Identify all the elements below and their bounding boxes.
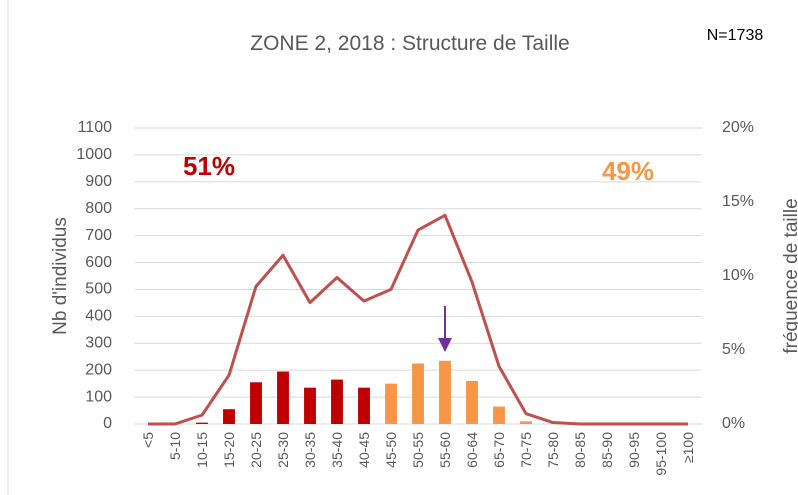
bar — [520, 421, 532, 424]
y-axis-label: Nb d'individus — [50, 217, 71, 335]
y-tick-label: 600 — [85, 254, 112, 271]
x-tick-label: 20-25 — [248, 432, 264, 468]
y-tick-label: 200 — [85, 361, 112, 378]
y2-tick-label: 0% — [722, 415, 745, 432]
y-tick-label: 500 — [85, 281, 112, 298]
y-tick-label: 400 — [85, 308, 112, 325]
x-tick-label: 15-20 — [221, 432, 237, 468]
y-tick-label: 0 — [103, 415, 112, 432]
y-tick-label: 700 — [85, 227, 112, 244]
x-tick-label: 5-10 — [167, 432, 183, 460]
bar — [277, 371, 289, 424]
bar — [493, 406, 505, 424]
arrow — [438, 306, 452, 352]
annotation: N=1738 — [707, 27, 764, 44]
y-tick-label: 1000 — [76, 146, 112, 163]
y2-tick-label: 15% — [722, 193, 754, 210]
x-tick-label: 10-15 — [194, 432, 210, 468]
bar — [331, 379, 343, 424]
x-tick-label: 95-100 — [653, 432, 669, 476]
annotation: 49% — [602, 156, 654, 186]
x-tick-label: 45-50 — [383, 432, 399, 468]
y-tick-label: 100 — [85, 388, 112, 405]
y2-tick-label: 20% — [722, 119, 754, 136]
bar — [250, 382, 262, 424]
y2-tick-label: 10% — [722, 267, 754, 284]
bar — [412, 363, 424, 424]
x-tick-label: 85-90 — [599, 432, 615, 468]
x-tick-label: 30-35 — [302, 432, 318, 468]
line — [148, 213, 688, 426]
x-tick-label: 75-80 — [545, 432, 561, 468]
bar — [223, 409, 235, 424]
x-tick-label: 65-70 — [491, 432, 507, 468]
x-tick-label: 40-45 — [356, 432, 372, 468]
chart-title: ZONE 2, 2018 : Structure de Taille — [250, 32, 569, 55]
x-tick-label: 55-60 — [437, 432, 453, 468]
x-tick-label: ≥100 — [680, 432, 696, 463]
chart-frame — [7, 0, 9, 495]
bar — [358, 387, 370, 424]
bar — [439, 360, 451, 424]
y2-axis-label: fréquence de taille — [781, 198, 798, 353]
annotation: 51% — [183, 151, 235, 181]
x-tick-label: 60-64 — [464, 432, 480, 468]
x-tick-label: 25-30 — [275, 432, 291, 468]
x-tick-label: 35-40 — [329, 432, 345, 468]
y-tick-label: 1100 — [78, 119, 113, 136]
y-tick-label: 800 — [85, 200, 112, 217]
x-tick-label: 50-55 — [410, 432, 426, 468]
x-tick-label: 90-95 — [626, 432, 642, 468]
bar — [196, 422, 208, 424]
bar — [304, 387, 316, 424]
x-tick-label: 70-75 — [518, 432, 534, 468]
y2-tick-label: 5% — [722, 341, 745, 358]
y-tick-label: 300 — [85, 334, 112, 351]
x-tick-label: 80-85 — [572, 432, 588, 468]
bar — [385, 383, 397, 424]
bar — [466, 380, 478, 424]
x-tick-label: <5 — [140, 432, 156, 448]
y-tick-label: 900 — [85, 173, 112, 190]
